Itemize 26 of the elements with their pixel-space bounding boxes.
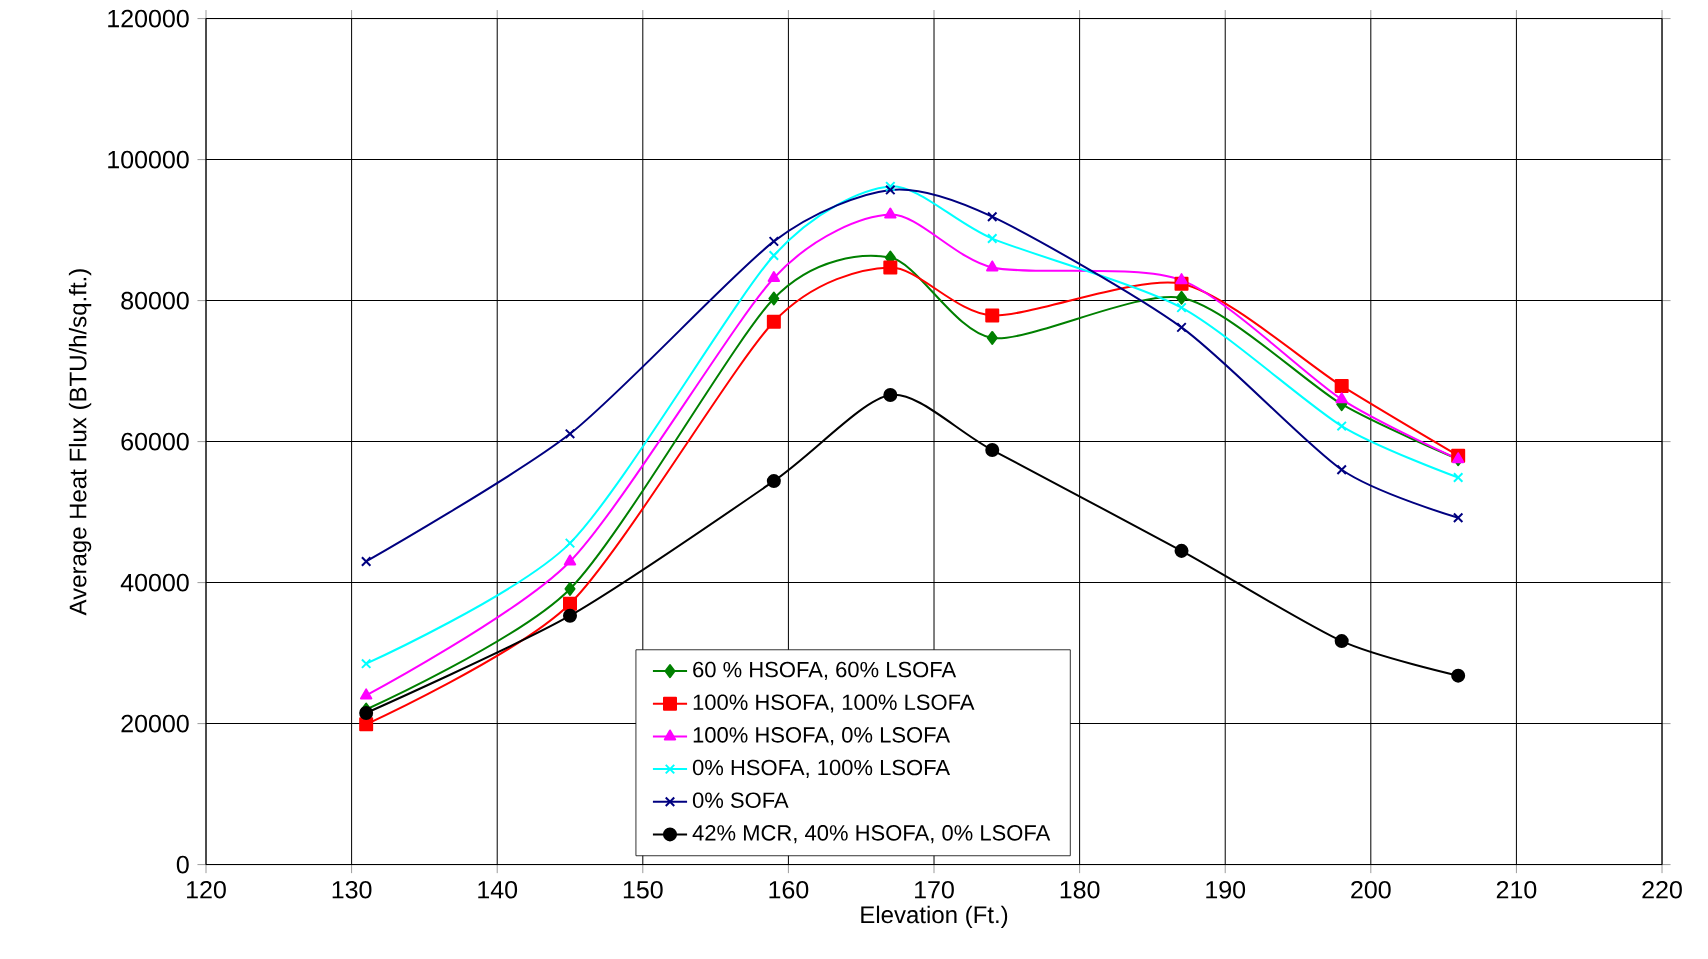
y-axis-title: Average Heat Flux (BTU/h/sq.ft.) <box>68 269 92 616</box>
x-tick-label: 160 <box>769 880 809 899</box>
legend-label: 0% SOFA <box>692 792 789 808</box>
x-tick-label: 150 <box>623 880 663 899</box>
legend-label: 100% HSOFA, 0% LSOFA <box>693 727 951 746</box>
y-tick-label: 40000 <box>120 573 189 592</box>
y-tick-label: 0 <box>176 855 189 874</box>
y-tick-label: 100000 <box>108 150 189 169</box>
legend-label: 0% HSOFA, 100% LSOFA <box>692 759 951 778</box>
x-axis-title: Elevation (Ft.) <box>861 905 1008 928</box>
x-tick-label: 180 <box>1060 880 1100 899</box>
x-tick-label: 140 <box>478 880 518 899</box>
x-tick-label: 190 <box>1206 880 1246 899</box>
legend-label: 100% HSOFA, 100% LSOFA <box>693 694 975 713</box>
legend-label: 42% MCR, 40% HSOFA, 0% LSOFA <box>692 825 1051 844</box>
y-tick-label: 120000 <box>108 9 189 28</box>
x-tick-label: 120 <box>187 880 226 899</box>
y-tick-label: 20000 <box>121 714 189 733</box>
x-tick-label: 220 <box>1642 880 1682 899</box>
y-tick-label: 60000 <box>121 432 189 451</box>
y-tick-label: 80000 <box>121 291 189 310</box>
x-tick-label: 200 <box>1351 880 1391 899</box>
x-tick-label: 210 <box>1496 880 1537 899</box>
x-tick-label: 130 <box>332 880 372 899</box>
x-tick-label: 170 <box>915 880 954 899</box>
legend-label: 60 % HSOFA, 60% LSOFA <box>693 661 957 680</box>
